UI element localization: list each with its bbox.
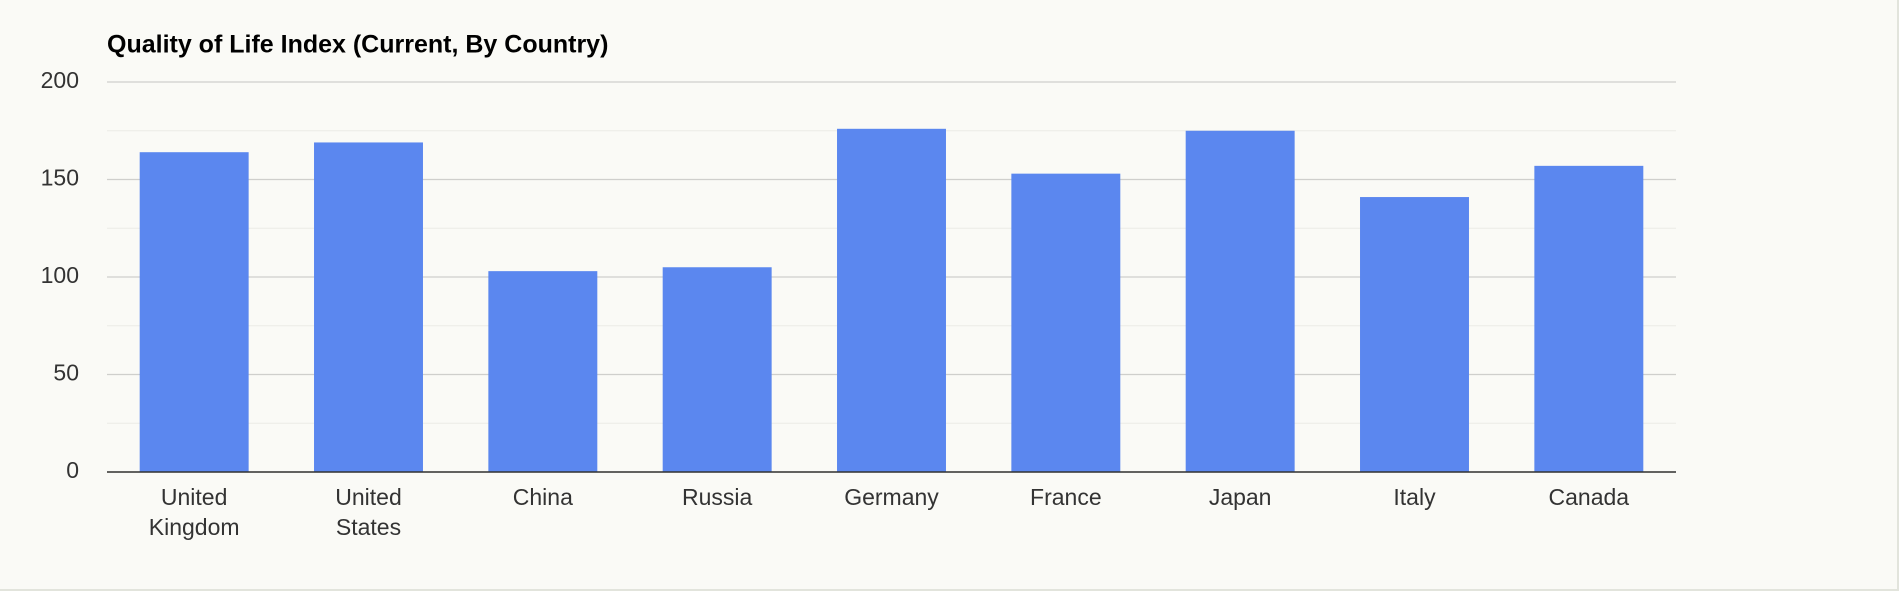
x-tick-label: Japan [1208, 484, 1272, 510]
bar [139, 152, 249, 472]
bar [1011, 173, 1121, 472]
y-tick-label: 50 [53, 360, 79, 386]
bar [488, 271, 598, 472]
x-tick-label: United Kingdom [148, 484, 240, 540]
y-tick-label: 200 [41, 67, 79, 93]
x-tick-label: China [512, 484, 573, 510]
x-tick-label: Germany [844, 484, 939, 510]
bar [662, 267, 772, 472]
chart: Quality of Life Index (Current, By Count… [41, 31, 1676, 483]
x-tick-label: United States [335, 484, 402, 540]
bar [1534, 165, 1644, 472]
y-tick-label: 0 [66, 457, 79, 483]
y-tick-label: 150 [41, 165, 79, 191]
x-tick-label: Russia [682, 484, 753, 510]
x-tick-label: France [1030, 484, 1102, 510]
x-tick-label: Italy [1393, 484, 1436, 510]
bar [1360, 197, 1469, 473]
x-tick-label: Canada [1548, 484, 1630, 510]
bar [1185, 130, 1295, 472]
y-tick-label: 100 [41, 262, 79, 288]
bar [314, 142, 423, 472]
bar [837, 128, 946, 473]
chart-title: Quality of Life Index (Current, By Count… [107, 31, 608, 59]
